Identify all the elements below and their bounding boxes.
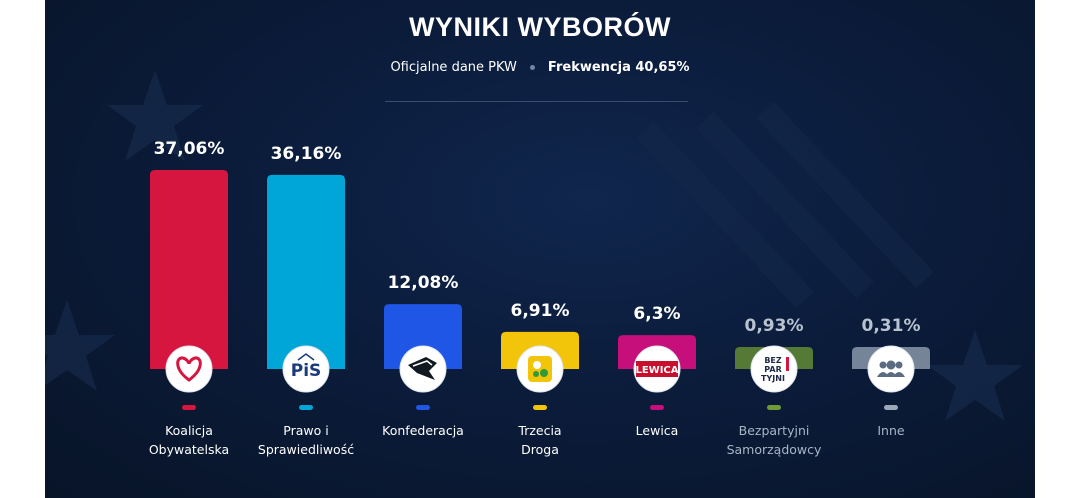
page-title: WYNIKI WYBORÓW: [409, 12, 671, 42]
value-label: 6,3%: [633, 304, 680, 324]
party-logo-circle: [750, 345, 798, 393]
legend-marker: [650, 405, 664, 410]
category-label: Konfederacja: [382, 423, 464, 438]
category-label: Lewica: [636, 423, 679, 438]
party-logo-circle: [282, 345, 330, 393]
value-label: 6,91%: [511, 301, 570, 321]
bar-group: 36,16% PiS Prawo i Sprawiedliwość: [258, 144, 354, 457]
legend-marker: [884, 405, 898, 410]
category-label: Trzecia: [517, 423, 561, 438]
legend-marker: [416, 405, 430, 410]
legend-marker: [533, 405, 547, 410]
svg-text:LEWICA: LEWICA: [635, 365, 678, 376]
source-label: Oficjalne dane PKW: [390, 60, 517, 75]
category-label: Sprawiedliwość: [258, 442, 354, 457]
trzecia-droga-logo: [528, 356, 552, 382]
bar-chart: 37,06% Koalicja Obywatelska 36,16% PiS Prawo …: [149, 139, 930, 457]
svg-text:PAR: PAR: [764, 365, 781, 374]
category-label: Koalicja: [165, 423, 213, 438]
svg-text:BEZ: BEZ: [764, 356, 782, 365]
legend-marker: [182, 405, 196, 410]
results-panel: WYNIKI WYBORÓW Oficjalne dane PKW Frekwen…: [45, 0, 1035, 498]
category-label: Obywatelska: [149, 442, 229, 457]
svg-text:PiS: PiS: [291, 361, 322, 381]
value-label: 36,16%: [271, 144, 342, 164]
bar-group: 6,3% LEWICA Lewica: [618, 304, 696, 438]
background-stars-decoration: [45, 70, 1023, 421]
subtitle-line: Oficjalne dane PKW Frekwencja 40,65%: [45, 60, 1035, 75]
value-label: 37,06%: [154, 139, 225, 159]
separator-dot: [529, 65, 535, 70]
category-label: Samorządowcy: [727, 442, 822, 457]
value-label: 0,93%: [745, 316, 804, 336]
bar-group: 0,31% Inne: [852, 316, 930, 438]
category-label: Inne: [877, 423, 905, 438]
legend-marker: [767, 405, 781, 410]
bar-group: 12,08% Konfederacja: [382, 273, 464, 438]
header-divider: [385, 101, 688, 102]
konfederacja-logo: [408, 357, 437, 380]
turnout-label: Frekwencja 40,65%: [547, 60, 690, 75]
legend-marker: [299, 405, 313, 410]
category-label: Droga: [521, 442, 559, 457]
svg-text:TYJNI: TYJNI: [761, 374, 785, 383]
category-label: Prawo i: [283, 423, 328, 438]
lewica-logo: LEWICA: [635, 361, 679, 377]
party-logo-circle: [165, 345, 213, 393]
heart-icon: [176, 356, 202, 382]
value-label: 0,31%: [862, 316, 921, 336]
category-label: Bezpartyjni: [739, 423, 810, 438]
bar-group: 37,06% Koalicja Obywatelska: [149, 139, 229, 457]
bar: [267, 174, 345, 369]
bar: [384, 304, 462, 369]
bar: [150, 170, 228, 369]
bar-group: 6,91% Trzecia Droga: [501, 301, 579, 457]
value-label: 12,08%: [388, 273, 459, 293]
pis-logo: PiS: [291, 353, 322, 381]
people-icon: [877, 360, 905, 377]
